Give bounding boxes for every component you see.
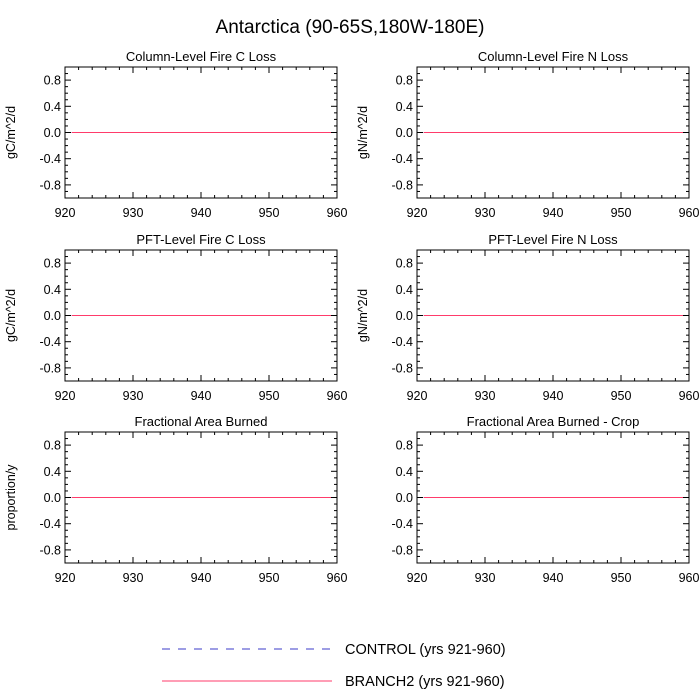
y-tick-label: -0.4 <box>39 335 61 349</box>
panel-5: Fractional Area Burned proportion/y 920 930… <box>4 414 347 585</box>
y-tick-label: 0.8 <box>396 439 413 453</box>
figure-title: Antarctica (90-65S,180W-180E) <box>216 17 485 38</box>
x-tick-label: 930 <box>123 571 144 585</box>
x-tick-label: 930 <box>475 571 496 585</box>
y-tick-label: 0.8 <box>396 74 413 88</box>
y-tick-label: 0.8 <box>44 257 61 271</box>
panel-4: PFT-Level Fire N Loss gN/m^2/d 920 930 940 95… <box>356 232 699 403</box>
y-tick-label: 0.4 <box>396 100 413 114</box>
x-tick-label: 960 <box>679 571 700 585</box>
y-axis-label: gC/m^2/d <box>4 289 18 342</box>
x-tick-label: 950 <box>611 389 632 403</box>
y-tick-label: 0.4 <box>396 465 413 479</box>
y-tick-label: 0.0 <box>396 126 413 140</box>
panel-3: PFT-Level Fire C Loss gC/m^2/d 920 930 940 95… <box>4 232 347 403</box>
y-tick-label: 0.0 <box>396 309 413 323</box>
y-tick-label: 0.0 <box>44 309 61 323</box>
y-tick-label: -0.8 <box>39 543 61 557</box>
y-tick-label: 0.4 <box>44 283 61 297</box>
panel-title: PFT-Level Fire N Loss <box>488 232 618 247</box>
x-tick-label: 940 <box>191 389 212 403</box>
panel-2: Column-Level Fire N Loss gN/m^2/d 920 930 94… <box>356 49 699 220</box>
x-tick-label: 920 <box>407 389 428 403</box>
x-tick-label: 930 <box>123 206 144 220</box>
panel-title: Column-Level Fire N Loss <box>478 49 629 64</box>
x-tick-label: 930 <box>475 206 496 220</box>
y-tick-label: -0.8 <box>39 178 61 192</box>
panel-title: PFT-Level Fire C Loss <box>136 232 266 247</box>
x-tick-label: 960 <box>679 206 700 220</box>
y-tick-label: 0.0 <box>44 126 61 140</box>
x-tick-label: 920 <box>55 389 76 403</box>
x-tick-label: 960 <box>327 389 348 403</box>
y-axis-label: gN/m^2/d <box>356 289 370 342</box>
panel-title: Column-Level Fire C Loss <box>126 49 277 64</box>
legend-label-control: CONTROL (yrs 921-960) <box>345 642 506 658</box>
y-tick-label: -0.8 <box>39 361 61 375</box>
x-tick-label: 940 <box>543 389 564 403</box>
legend: CONTROL (yrs 921-960) BRANCH2 (yrs 921-96… <box>162 642 506 690</box>
x-tick-label: 920 <box>407 206 428 220</box>
x-tick-label: 960 <box>327 571 348 585</box>
panel-1: Column-Level Fire C Loss gC/m^2/d 920 930 94… <box>4 49 347 220</box>
y-tick-label: 0.8 <box>44 439 61 453</box>
y-tick-label: 0.4 <box>44 465 61 479</box>
y-tick-label: -0.4 <box>39 517 61 531</box>
y-axis-label: gC/m^2/d <box>4 106 18 159</box>
y-axis-label: gN/m^2/d <box>356 106 370 159</box>
y-tick-label: 0.8 <box>44 74 61 88</box>
y-tick-label: -0.4 <box>391 517 413 531</box>
x-tick-label: 930 <box>475 389 496 403</box>
x-tick-label: 950 <box>259 571 280 585</box>
x-tick-label: 950 <box>611 206 632 220</box>
legend-label-branch2: BRANCH2 (yrs 921-960) <box>345 674 505 690</box>
y-tick-label: -0.4 <box>391 152 413 166</box>
x-tick-label: 920 <box>407 571 428 585</box>
x-tick-label: 920 <box>55 571 76 585</box>
x-tick-label: 940 <box>191 571 212 585</box>
x-tick-label: 960 <box>679 389 700 403</box>
y-tick-label: 0.4 <box>396 283 413 297</box>
y-axis-label: proportion/y <box>4 464 18 531</box>
x-tick-label: 930 <box>123 389 144 403</box>
panel-title: Fractional Area Burned <box>135 414 268 429</box>
y-tick-label: 0.4 <box>44 100 61 114</box>
panels: Column-Level Fire C Loss gC/m^2/d 920 930 94… <box>4 49 699 585</box>
y-tick-label: -0.4 <box>39 152 61 166</box>
x-tick-label: 960 <box>327 206 348 220</box>
y-tick-label: -0.8 <box>391 361 413 375</box>
x-tick-label: 940 <box>543 206 564 220</box>
x-tick-label: 950 <box>259 206 280 220</box>
y-tick-label: -0.8 <box>391 178 413 192</box>
y-tick-label: 0.0 <box>396 491 413 505</box>
x-tick-label: 940 <box>543 571 564 585</box>
y-tick-label: 0.0 <box>44 491 61 505</box>
x-tick-label: 950 <box>259 389 280 403</box>
y-tick-label: -0.8 <box>391 543 413 557</box>
x-tick-label: 950 <box>611 571 632 585</box>
y-tick-label: 0.8 <box>396 257 413 271</box>
y-tick-label: -0.4 <box>391 335 413 349</box>
panel-title: Fractional Area Burned - Crop <box>467 414 640 429</box>
x-tick-label: 940 <box>191 206 212 220</box>
panel-6: Fractional Area Burned - Crop 920 930 940 95… <box>391 414 699 585</box>
x-tick-label: 920 <box>55 206 76 220</box>
